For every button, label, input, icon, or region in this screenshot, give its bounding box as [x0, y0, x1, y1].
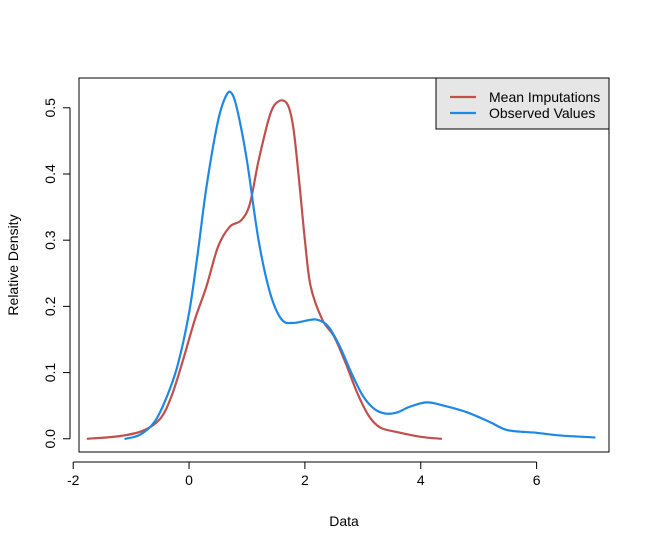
y-axis-label: Relative Density — [5, 214, 21, 315]
x-tick-label: 0 — [185, 472, 193, 488]
y-tick-label: 0.1 — [42, 363, 58, 383]
x-tick-label: 4 — [417, 472, 425, 488]
x-tick-label: 6 — [533, 472, 541, 488]
series-line-mean-imputations — [86, 99, 443, 440]
y-axis: 0.0 0.1 0.2 0.3 0.4 0.5 — [42, 98, 71, 449]
y-tick-label: 0.4 — [42, 164, 58, 184]
y-tick-label: 0.3 — [42, 230, 58, 250]
x-tick-label: 2 — [301, 472, 309, 488]
series-layer — [86, 90, 596, 440]
plot-frame — [78, 77, 610, 453]
y-tick-label: 0.2 — [42, 296, 58, 316]
series-line-observed-values — [124, 90, 596, 440]
y-tick-label: 0.0 — [42, 429, 58, 449]
legend-label: Mean Imputations — [489, 89, 600, 105]
x-tick-label: -2 — [67, 472, 80, 488]
legend-box — [435, 77, 610, 130]
x-axis: -2 0 2 4 6 — [67, 461, 541, 488]
y-tick-label: 0.5 — [42, 98, 58, 118]
legend-label: Observed Values — [489, 105, 595, 121]
x-axis-label: Data — [329, 513, 359, 529]
